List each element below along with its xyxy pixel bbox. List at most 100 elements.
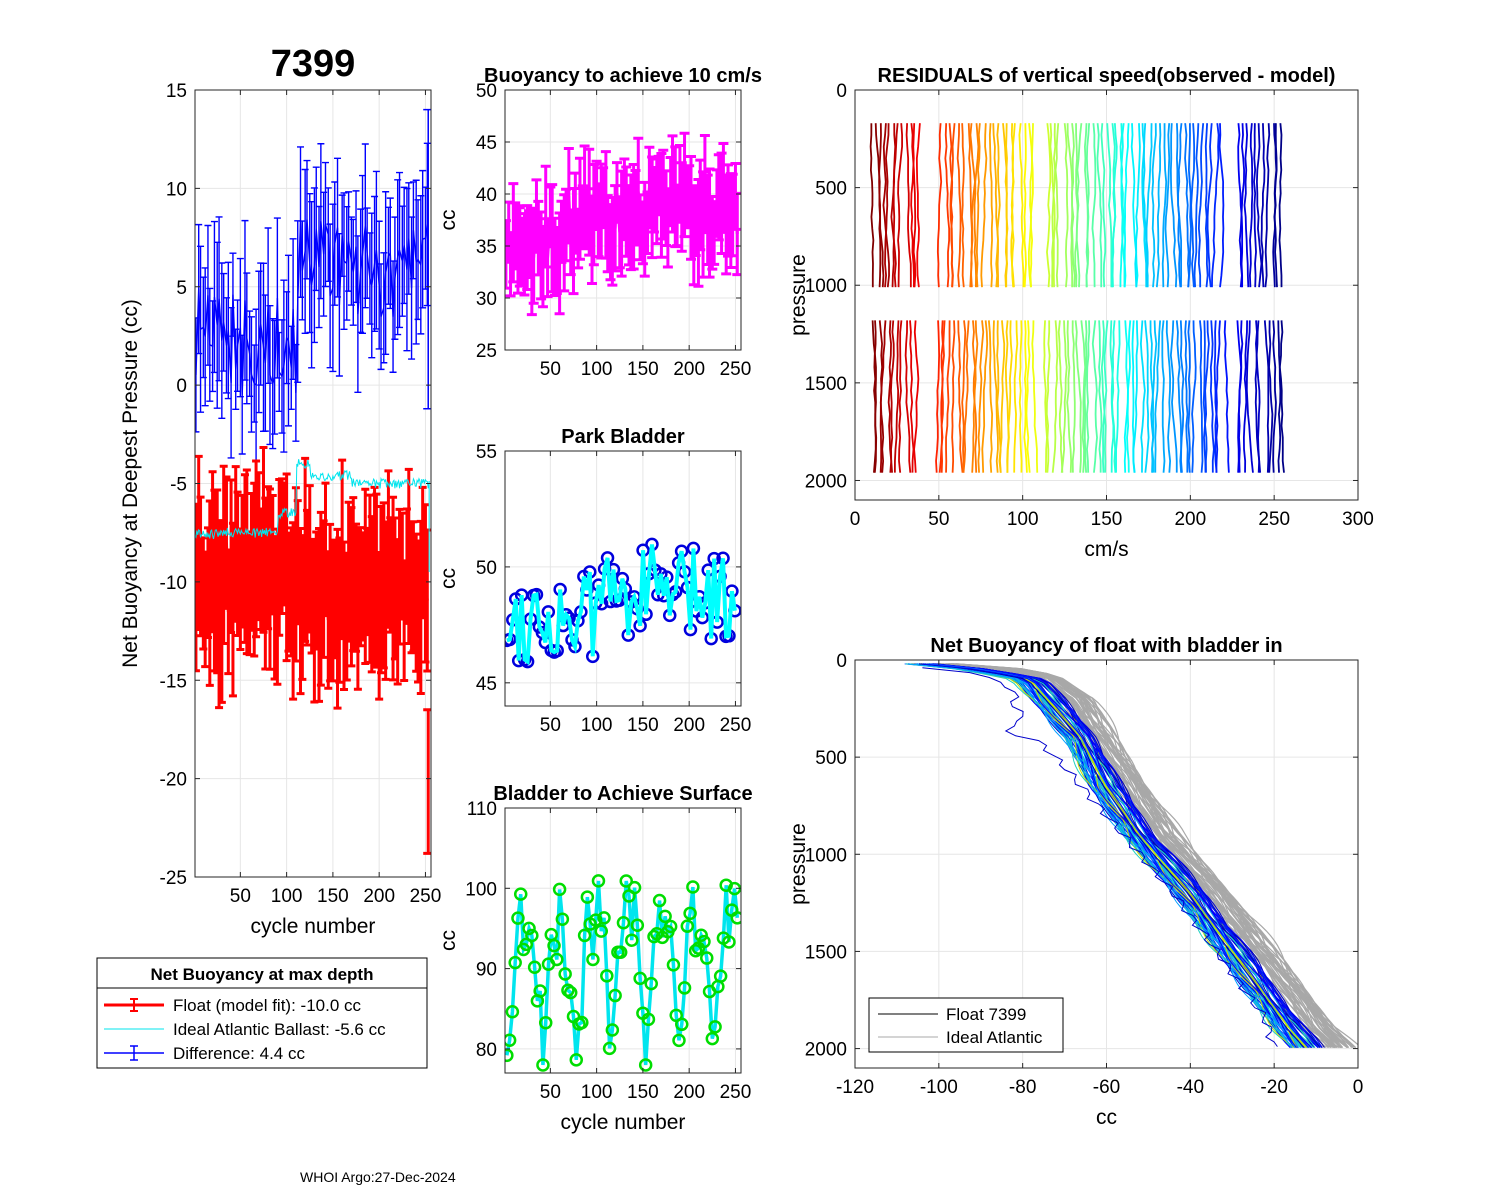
residual-profile <box>1080 320 1087 473</box>
float-profile-line <box>931 663 1319 1048</box>
buoyancy10-line <box>505 183 739 267</box>
surface-bladder-marker <box>613 945 628 959</box>
residual-profile <box>1278 123 1283 288</box>
residual-profile <box>1202 320 1208 473</box>
residual-profile <box>1109 320 1117 473</box>
float-profile-line <box>921 663 1298 1048</box>
residual-profile <box>1256 123 1263 288</box>
residual-profile <box>1071 320 1076 473</box>
y-tick-label: 500 <box>815 179 847 200</box>
residual-profile <box>1169 320 1178 473</box>
surface-bladder-marker <box>527 960 542 975</box>
surface-bladder-marker <box>627 880 642 895</box>
x-tick-label: -40 <box>1177 1077 1204 1098</box>
residual-profile <box>935 320 941 473</box>
float-profile-line <box>906 663 1296 1048</box>
residual-profile <box>945 320 951 473</box>
annotation-errorbar <box>423 708 431 855</box>
y-tick-label: 45 <box>476 674 497 695</box>
residual-profile <box>1010 123 1016 288</box>
residual-profile <box>1063 123 1069 288</box>
residual-profile <box>1102 320 1109 473</box>
x-tick-label: 250 <box>720 715 752 736</box>
y-tick-label: 5 <box>176 278 187 299</box>
residual-profile <box>1006 320 1013 473</box>
residual-profile <box>1115 320 1121 473</box>
x-tick-label: -100 <box>920 1077 958 1098</box>
residual-profile <box>1197 123 1205 288</box>
y-tick-label: 2000 <box>805 1040 847 1061</box>
y-axis-label: cc <box>437 568 460 589</box>
y-tick-label: -25 <box>160 868 187 889</box>
surface-bladder-marker <box>602 1041 617 1056</box>
axes-frame: 50 100 150 200 250 45 50 55 Park Bladder cc <box>437 426 751 736</box>
surface-bladder-marker <box>555 912 570 926</box>
y-tick-label: 50 <box>476 558 497 579</box>
residual-profile <box>1145 123 1153 288</box>
residual-profile <box>992 320 999 473</box>
residual-profile <box>1004 123 1009 288</box>
residual-profile <box>1018 123 1025 288</box>
residual-profile <box>897 123 903 288</box>
surface-bladder-marker <box>683 906 697 921</box>
surface-bladder-marker <box>666 958 681 972</box>
residual-profile <box>992 123 999 288</box>
surface-bladder-marker <box>658 909 672 924</box>
y-tick-label: 0 <box>836 81 847 102</box>
surface-bladder-marker <box>713 969 728 983</box>
legend2-box <box>868 997 1064 1053</box>
surface-bladder-marker <box>525 928 539 943</box>
annotation-errorbar <box>423 108 431 410</box>
float-profile-line <box>923 663 1309 1048</box>
surface-bladder-marker <box>619 874 633 888</box>
residual-profile <box>1075 123 1083 288</box>
y-tick-label: 500 <box>815 748 847 769</box>
residual-profile <box>1066 320 1073 473</box>
residual-profile <box>980 123 988 288</box>
surface-bladder-marker <box>569 1053 584 1067</box>
residual-profile <box>1184 123 1190 288</box>
surface-bladder-marker <box>672 1033 686 1048</box>
ideal-profile-line <box>957 663 1341 1049</box>
residual-profile <box>1199 320 1204 473</box>
residual-profile <box>1043 320 1048 473</box>
surface-bladder-marker <box>647 929 661 944</box>
residual-profile <box>1161 320 1166 473</box>
residual-profile <box>1155 123 1162 288</box>
residual-profile <box>1277 320 1282 473</box>
surface-bladder-marker <box>558 967 572 981</box>
ideal-ballast-line <box>195 459 430 573</box>
y-tick-label: 90 <box>476 960 497 981</box>
x-tick-label: 200 <box>673 715 705 736</box>
y-tick-label: 25 <box>476 341 497 362</box>
x-tick-label: 200 <box>363 886 395 907</box>
surface-bladder-marker <box>513 887 528 901</box>
residual-profile <box>1023 123 1027 288</box>
chart-title: Bladder to Achieve Surface <box>493 783 752 805</box>
legend-entry-ideal: Ideal Atlantic Ballast: -5.6 cc <box>104 1020 386 1039</box>
residual-profile <box>1164 123 1171 288</box>
surface-bladder-marker <box>638 1058 653 1072</box>
surface-bladder-marker <box>680 919 695 933</box>
x-tick-label: 250 <box>410 886 442 907</box>
residual-profile <box>1190 123 1196 288</box>
legend-entry-float: Float (model fit): -10.0 cc <box>104 996 362 1015</box>
residual-profile <box>1049 123 1056 288</box>
residual-profile <box>1263 320 1270 473</box>
legend-net-buoyancy: Net Buoyancy at max depth Float (model f… <box>96 957 428 1069</box>
x-tick-label: 50 <box>540 715 561 736</box>
residual-profile <box>1179 320 1185 473</box>
residual-profile <box>1264 123 1271 288</box>
residual-profile <box>1242 320 1249 473</box>
residual-profile <box>910 123 916 288</box>
residual-profile <box>1249 123 1254 288</box>
residual-profile <box>1151 123 1157 288</box>
residual-profile <box>1070 123 1076 288</box>
buoyancy10-errorbars <box>505 131 741 317</box>
residual-profile <box>1243 123 1250 288</box>
surface-bladder-marker <box>700 951 714 965</box>
residual-profile <box>878 123 885 288</box>
data-layer <box>195 108 431 855</box>
